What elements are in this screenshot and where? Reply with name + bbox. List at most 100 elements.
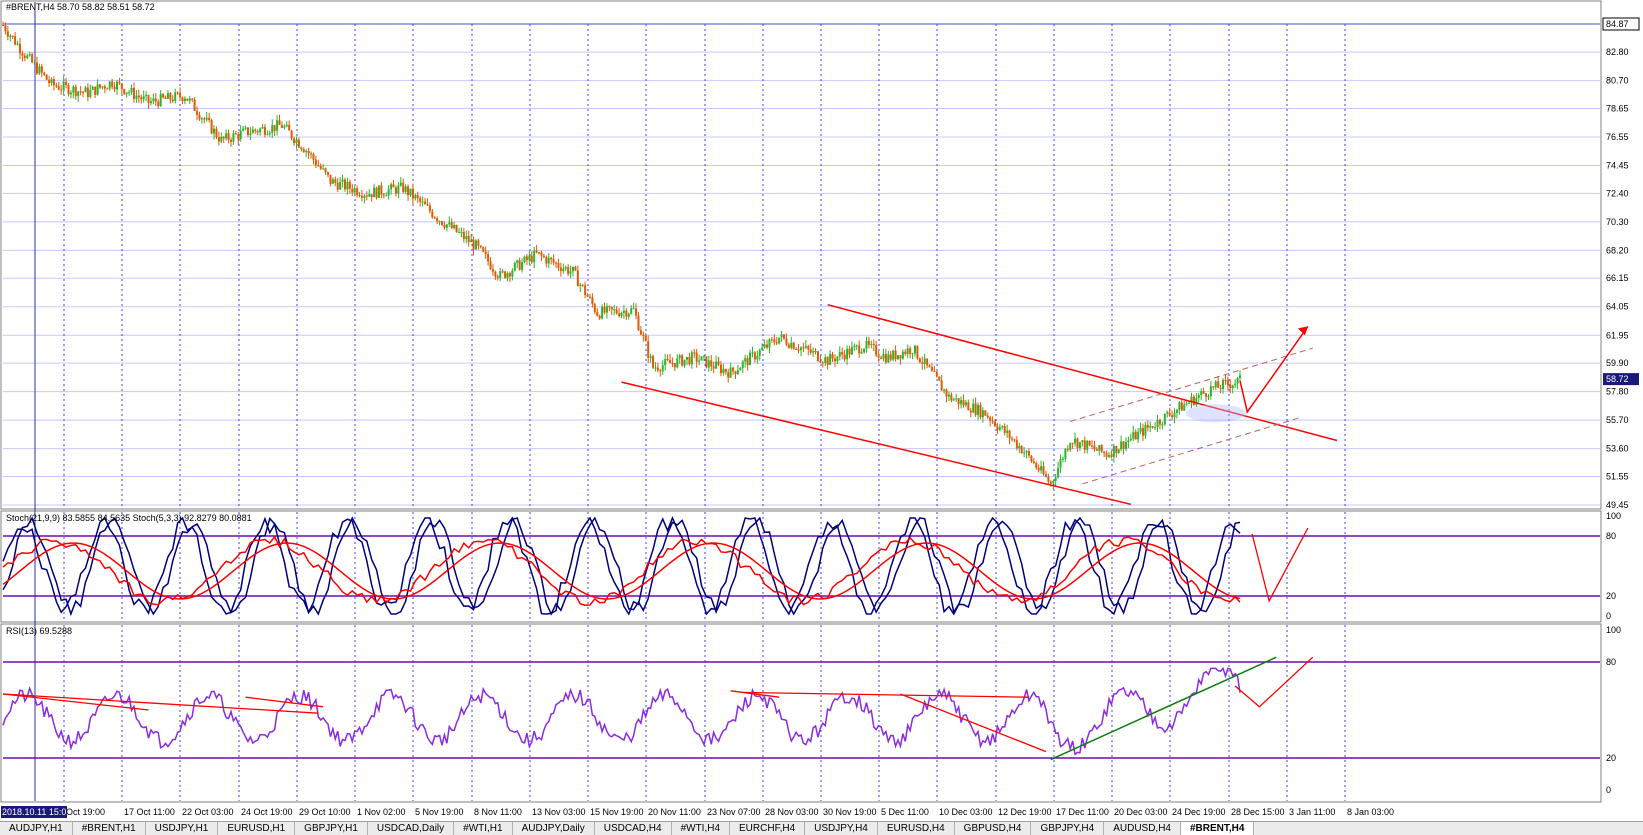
candle-body xyxy=(1180,402,1183,411)
candle-body xyxy=(48,79,51,84)
candle-body xyxy=(739,368,742,371)
candle-body xyxy=(465,235,468,240)
tab-usdjpy-h1[interactable]: USDJPY,H1 xyxy=(146,822,219,835)
price-panel[interactable] xyxy=(0,0,1602,510)
candle-body xyxy=(508,273,511,277)
candle-body xyxy=(635,308,638,316)
candle-body xyxy=(547,257,550,264)
candle-body xyxy=(778,337,781,344)
candle-body xyxy=(719,364,722,373)
tab-eurusd-h4[interactable]: EURUSD,H4 xyxy=(878,822,955,835)
candle-body xyxy=(918,358,921,363)
tab-audjpy-h1[interactable]: AUDJPY,H1 xyxy=(0,822,73,835)
candle-body xyxy=(438,221,441,223)
candle-body xyxy=(152,98,155,102)
candle-body xyxy=(511,270,514,277)
candle-body xyxy=(397,185,400,194)
candle-body xyxy=(601,306,604,319)
candle-body xyxy=(140,97,143,100)
candle-body xyxy=(1141,428,1144,436)
candle-body xyxy=(729,367,732,378)
time-tick-label: 8 Nov 11:00 xyxy=(474,807,522,817)
tab-gbpjpy-h1[interactable]: GBPJPY,H1 xyxy=(295,822,368,835)
tab-brent-h1[interactable]: #BRENT,H1 xyxy=(73,822,146,835)
tab-gbpusd-h4[interactable]: GBPUSD,H4 xyxy=(955,822,1032,835)
candle-body xyxy=(419,197,422,202)
candle-body xyxy=(989,417,992,421)
time-tick-label: 1 Nov 02:00 xyxy=(357,807,406,817)
tab-usdjpy-h4[interactable]: USDJPY,H4 xyxy=(805,822,878,835)
tab-gbpjpy-h4[interactable]: GBPJPY,H4 xyxy=(1031,822,1105,835)
tab-wti-h1[interactable]: #WTI,H1 xyxy=(454,822,513,835)
candle-body xyxy=(588,296,591,298)
candle-body xyxy=(9,35,12,37)
tab-brent-h4[interactable]: #BRENT,H4 xyxy=(1181,822,1255,835)
price-tick-label: 49.45 xyxy=(1606,500,1629,510)
candle-body xyxy=(506,273,509,278)
candle-body xyxy=(615,309,618,314)
candle-body xyxy=(60,89,63,91)
candle-body xyxy=(977,404,980,415)
candle-body xyxy=(487,254,490,262)
price-tick-label: 55.70 xyxy=(1606,415,1629,425)
candle-body xyxy=(288,124,291,131)
candle-body xyxy=(295,139,298,144)
time-tick-label: Oct 19:00 xyxy=(66,807,105,817)
candle-body xyxy=(705,356,708,368)
candle-body xyxy=(45,74,48,80)
candle-body xyxy=(1205,393,1208,397)
candle-body xyxy=(831,354,834,359)
price-scale[interactable] xyxy=(1602,1,1642,802)
candle-body xyxy=(69,92,72,95)
candle-body xyxy=(159,94,162,107)
candle-body xyxy=(181,97,184,102)
candle-body xyxy=(848,348,851,355)
candle-body xyxy=(516,260,519,263)
candle-body xyxy=(775,342,778,344)
candle-body xyxy=(441,221,444,225)
time-tick-label: 30 Nov 19:00 xyxy=(823,807,877,817)
candle-body xyxy=(724,369,727,373)
candle-body xyxy=(1086,440,1089,450)
candle-body xyxy=(826,357,829,365)
candle-body xyxy=(322,168,325,170)
candle-body xyxy=(1015,440,1018,449)
tab-eurusd-h1[interactable]: EURUSD,H1 xyxy=(218,822,296,835)
price-tick-label: 68.20 xyxy=(1606,245,1629,255)
candle-body xyxy=(319,165,322,169)
symbol-title: #BRENT,H4 xyxy=(6,2,55,12)
candle-body xyxy=(271,125,274,133)
candle-body xyxy=(1103,451,1106,454)
tab-wti-h4[interactable]: #WTI,H4 xyxy=(672,822,731,835)
candle-body xyxy=(314,159,317,166)
candle-body xyxy=(894,350,897,360)
candle-body xyxy=(28,54,31,56)
tab-usdcad-h4[interactable]: USDCAD,H4 xyxy=(595,822,672,835)
tab-audusd-h4[interactable]: AUDUSD,H4 xyxy=(1104,822,1181,835)
candle-body xyxy=(169,93,172,100)
rsi-panel[interactable] xyxy=(0,623,1602,803)
stoch-label: Stoch(21,9,9) 83.5855 84.5635 Stoch(5,3,… xyxy=(6,513,252,523)
stoch-panel[interactable] xyxy=(0,510,1602,623)
candle-body xyxy=(727,372,730,378)
candle-body xyxy=(1040,466,1043,471)
candle-body xyxy=(1154,427,1157,429)
tab-usdcad-daily[interactable]: USDCAD,Daily xyxy=(368,822,455,835)
candle-body xyxy=(200,118,203,120)
candle-body xyxy=(552,259,555,263)
candle-body xyxy=(1229,384,1232,389)
tab-eurchf-h4[interactable]: EURCHF,H4 xyxy=(730,822,806,835)
candle-body xyxy=(89,89,92,98)
rsi-trendline xyxy=(2,693,319,714)
candle-body xyxy=(474,240,477,250)
rsi-trendline xyxy=(2,693,149,711)
candle-body xyxy=(824,357,827,363)
candle-body xyxy=(632,308,635,310)
tab-audjpy-daily[interactable]: AUDJPY,Daily xyxy=(513,822,595,835)
candle-body xyxy=(482,247,485,252)
candle-body xyxy=(222,136,225,139)
candle-body xyxy=(380,185,383,195)
candle-body xyxy=(923,358,926,364)
candle-body xyxy=(1146,424,1149,428)
